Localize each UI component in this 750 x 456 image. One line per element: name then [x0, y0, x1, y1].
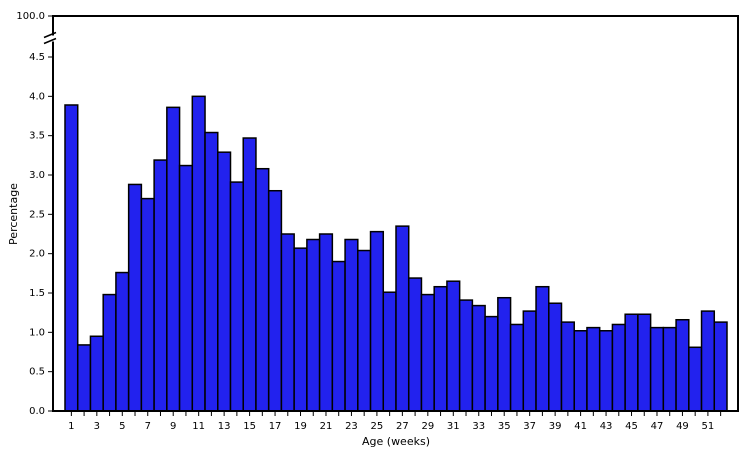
y-tick-label: 2.0: [29, 249, 45, 260]
bar: [153, 159, 168, 412]
x-tick-label: 37: [523, 421, 536, 432]
bar: [573, 330, 588, 412]
bar: [407, 277, 423, 412]
x-tick-label: 31: [447, 421, 460, 432]
y-tick-label: 3.0: [29, 170, 45, 181]
y-tick-label: 2.5: [29, 209, 45, 220]
axis-break: [43, 31, 57, 39]
bar: [637, 313, 652, 412]
bar: [280, 233, 295, 412]
x-tick-label: 29: [421, 421, 434, 432]
x-tick-label: 1: [68, 421, 74, 432]
bar: [255, 167, 270, 412]
x-tick-label: 27: [396, 421, 409, 432]
y-axis-label: Percentage: [7, 183, 20, 245]
bar: [115, 271, 130, 412]
x-tick-label: 13: [218, 421, 231, 432]
bar: [522, 310, 537, 412]
x-tick-label: 3: [94, 421, 100, 432]
x-tick-label: 49: [676, 421, 689, 432]
x-tick-label: 41: [574, 421, 587, 432]
bar: [357, 249, 372, 412]
x-tick-label: 25: [371, 421, 384, 432]
bar: [267, 189, 283, 412]
bar: [675, 318, 690, 412]
bar: [178, 164, 194, 412]
bar: [548, 302, 563, 412]
y-tick-label: 3.5: [29, 131, 45, 142]
bar: [306, 238, 321, 412]
x-tick-label: 17: [269, 421, 282, 432]
bar: [433, 285, 448, 412]
x-tick-label: 35: [498, 421, 511, 432]
x-tick-label: 33: [472, 421, 485, 432]
bar: [535, 285, 550, 412]
y-tick-label: 4.0: [29, 91, 45, 102]
bar: [560, 321, 575, 412]
bar: [471, 304, 486, 412]
bar: [382, 291, 397, 412]
y-tick-label: 1.5: [29, 288, 45, 299]
bar: [318, 233, 334, 412]
x-tick-label: 43: [600, 421, 613, 432]
bar: [649, 326, 665, 412]
y-tick-label: 0.5: [29, 367, 45, 378]
bar: [229, 181, 244, 412]
bar: [598, 330, 614, 412]
y-tick-label: 1.0: [29, 327, 45, 338]
x-tick-label: 51: [702, 421, 715, 432]
plot-frame: [52, 15, 739, 412]
x-tick-label: 9: [170, 421, 176, 432]
bar: [191, 95, 206, 412]
x-tick-label: 19: [294, 421, 307, 432]
bar: [76, 344, 92, 412]
bar: [127, 183, 143, 412]
bar: [700, 310, 716, 412]
x-tick-label: 5: [119, 421, 125, 432]
bar: [713, 321, 728, 412]
bar: [395, 225, 410, 412]
y-tick-label: 0.0: [29, 406, 45, 417]
bar: [217, 151, 232, 412]
bar: [446, 280, 461, 412]
axis-break: [43, 37, 57, 45]
bar: [624, 313, 639, 412]
bar: [140, 197, 155, 412]
bar: [509, 323, 525, 412]
bar: [688, 346, 703, 412]
x-tick-label: 47: [651, 421, 664, 432]
bar: [242, 137, 257, 412]
bar: [611, 323, 626, 412]
bar: [420, 293, 435, 412]
x-tick-label: 39: [549, 421, 562, 432]
bar: [484, 315, 499, 412]
bar: [497, 296, 512, 412]
x-tick-label: 11: [192, 421, 205, 432]
bar: [662, 326, 677, 412]
x-tick-label: 15: [243, 421, 256, 432]
bar: [586, 326, 601, 412]
bar: [89, 335, 104, 412]
y-tick-label: 4.5: [29, 52, 45, 63]
bar: [331, 260, 346, 412]
x-tick-label: 23: [345, 421, 358, 432]
bar: [102, 293, 117, 412]
bar: [293, 247, 308, 412]
y-tick-label: 100.0: [16, 11, 45, 22]
bar: [369, 230, 385, 412]
x-tick-label: 7: [145, 421, 151, 432]
axis-break-gap: [43, 35, 57, 42]
bar: [64, 104, 79, 412]
bar: [166, 106, 181, 412]
bar: [458, 299, 474, 412]
bar: [204, 131, 219, 412]
x-tick-label: 21: [320, 421, 333, 432]
x-axis-label: Age (weeks): [362, 435, 430, 448]
bar: [344, 238, 359, 412]
x-tick-label: 45: [625, 421, 638, 432]
